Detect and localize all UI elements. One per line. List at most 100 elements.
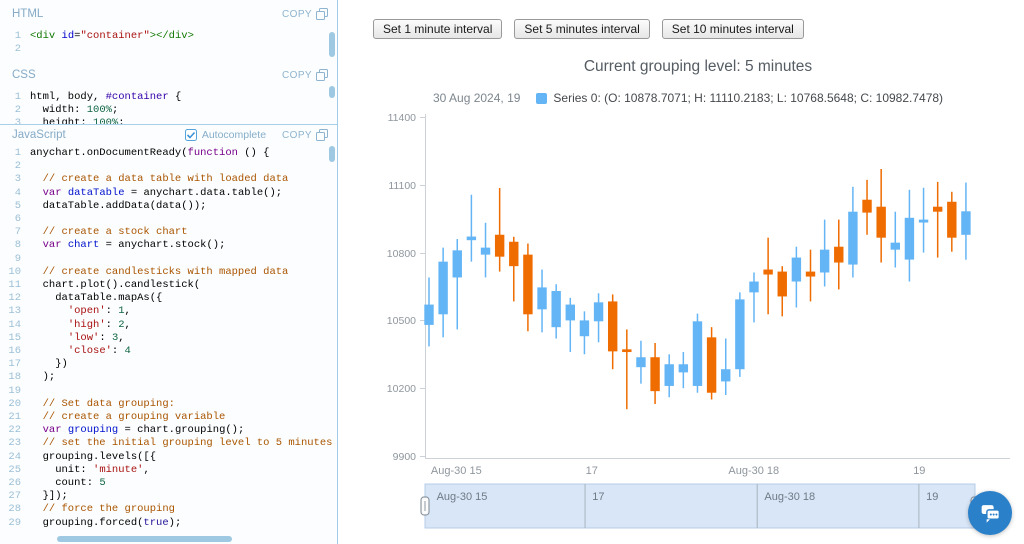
candle-body[interactable] — [735, 299, 745, 370]
line-number: 24 — [8, 450, 21, 463]
stock-chart[interactable]: 11400 11100 10800 10500 10200 9900 Aug-30 15 17… — [338, 0, 1024, 544]
set-5-minutes-interval-button[interactable]: Set 5 minutes interval — [514, 19, 650, 39]
candle-body[interactable] — [805, 271, 816, 277]
line-number: 1 — [14, 147, 21, 159]
set-10-minutes-interval-button[interactable]: Set 10 minutes interval — [661, 19, 804, 39]
js-editor-hscrollbar[interactable] — [57, 536, 232, 542]
set-1-minute-interval-button[interactable]: Set 1 minute interval — [373, 19, 503, 39]
code-line: 3 // create a data table with loaded dat… — [0, 173, 337, 186]
y-axis-label: 10200 — [387, 383, 416, 395]
candle-body[interactable] — [876, 206, 886, 238]
line-number: 3 — [14, 117, 21, 125]
interval-buttons: Set 1 minute interval Set 5 minutes inte… — [373, 19, 804, 39]
line-number: 25 — [8, 463, 21, 476]
series-marker-icon — [536, 92, 548, 104]
candle-body[interactable] — [565, 304, 575, 321]
line-number: 11 — [8, 279, 21, 292]
js-editor-panel: JavaScript Autocomplete COPY 1 anychart.o… — [0, 125, 337, 544]
autocomplete-toggle[interactable]: Autocomplete — [184, 129, 266, 141]
candle-body[interactable] — [424, 304, 434, 325]
scroller-selected-range[interactable] — [424, 483, 976, 529]
copy-label: COPY — [282, 8, 312, 20]
line-number: 21 — [8, 411, 21, 424]
candle-body[interactable] — [890, 242, 900, 250]
html-editor-panel: HTML COPY 1 <div id="container"></div> 2 — [0, 0, 337, 62]
candle-body[interactable] — [862, 199, 872, 213]
copy-icon — [316, 69, 328, 81]
candle-body[interactable] — [579, 320, 590, 337]
candle-body[interactable] — [438, 261, 448, 315]
candle-body[interactable] — [961, 211, 971, 235]
chart-legend: 30 Aug 2024, 19 Series 0: (O: 10878.7071… — [433, 91, 943, 105]
line-number: 10 — [8, 265, 21, 278]
candle-body[interactable] — [480, 247, 491, 255]
candle-body[interactable] — [777, 271, 787, 297]
code-line: 3 height: 100%; — [0, 117, 337, 125]
candle-body[interactable] — [593, 302, 604, 322]
code-line: 24 grouping.levels([{ — [0, 451, 337, 464]
candle-body[interactable] — [848, 211, 858, 265]
x-axis-label: 17 — [586, 465, 598, 477]
code-line: 2 — [0, 43, 337, 56]
candle-body[interactable] — [763, 269, 773, 275]
html-editor-scrollbar[interactable] — [329, 32, 335, 57]
output-pane: 11400 11100 10800 10500 10200 9900 Aug-30 15 17… — [338, 0, 1024, 544]
candle-body[interactable] — [664, 364, 674, 386]
candle-body[interactable] — [494, 234, 505, 257]
candle-body[interactable] — [636, 357, 646, 368]
candle-body[interactable] — [706, 337, 717, 393]
code-line: 1 anychart.onDocumentReady(function () { — [0, 147, 337, 160]
y-axis-label: 10800 — [387, 248, 416, 260]
line-number: 22 — [8, 424, 21, 437]
code-line: 28 // force the grouping — [0, 503, 337, 516]
html-code-editor[interactable]: 1 <div id="container"></div> 2 — [0, 28, 337, 56]
code-line: 27 }]); — [0, 490, 337, 503]
candle-body[interactable] — [452, 250, 462, 278]
chat-button[interactable] — [968, 491, 1012, 535]
candle-body[interactable] — [819, 249, 830, 273]
code-line: 1 html, body, #container { — [0, 91, 337, 104]
code-line: 1 <div id="container"></div> — [0, 30, 337, 43]
code-line: 5 dataTable.addData(data()); — [0, 200, 337, 213]
copy-button[interactable]: COPY — [282, 69, 328, 81]
candle-body[interactable] — [607, 301, 618, 352]
code-line: 13 'open': 1, — [0, 305, 337, 318]
candle-body[interactable] — [791, 257, 802, 282]
legend-series-item[interactable]: Series 0: (O: 10878.7071; H: 11110.2183;… — [536, 91, 943, 105]
candle-body[interactable] — [749, 281, 759, 293]
candle-body[interactable] — [537, 287, 547, 310]
candle-body[interactable] — [622, 349, 632, 353]
candle-body[interactable] — [721, 369, 731, 382]
line-number: 17 — [8, 358, 21, 371]
code-line: 15 'low': 3, — [0, 332, 337, 345]
code-line: 29 grouping.forced(true); — [0, 517, 337, 530]
code-line: 2 — [0, 160, 337, 173]
code-line: 4 var dataTable = anychart.data.table(); — [0, 187, 337, 200]
candle-body[interactable] — [551, 291, 561, 328]
candle-body[interactable] — [834, 246, 844, 263]
candle-body[interactable] — [466, 236, 477, 241]
scroller-label: Aug-30 18 — [764, 491, 815, 503]
candle-body[interactable] — [692, 321, 703, 386]
code-line: 7 // create a stock chart — [0, 226, 337, 239]
candle-body[interactable] — [904, 217, 915, 260]
css-editor-scrollbar[interactable] — [329, 86, 335, 98]
code-line: 20 // Set data grouping: — [0, 398, 337, 411]
candle-body[interactable] — [650, 357, 660, 392]
js-code-editor[interactable]: 1 anychart.onDocumentReady(function () {2… — [0, 145, 337, 530]
line-number: 4 — [14, 186, 21, 199]
candle-body[interactable] — [678, 364, 689, 373]
line-number: 23 — [8, 437, 21, 450]
candle-body[interactable] — [947, 201, 957, 238]
css-code-editor[interactable]: 1 html, body, #container {2 width: 100%; 3… — [0, 89, 337, 125]
candle-body[interactable] — [509, 241, 519, 267]
copy-button[interactable]: COPY — [282, 129, 328, 141]
candle-body[interactable] — [918, 219, 929, 223]
y-axis-label: 10500 — [387, 315, 416, 327]
candle-body[interactable] — [523, 254, 533, 315]
copy-button[interactable]: COPY — [282, 8, 328, 20]
candle-body[interactable] — [932, 206, 943, 212]
y-axis-label: 9900 — [393, 451, 417, 463]
js-editor-scrollbar[interactable] — [329, 146, 335, 162]
copy-label: COPY — [282, 69, 312, 81]
